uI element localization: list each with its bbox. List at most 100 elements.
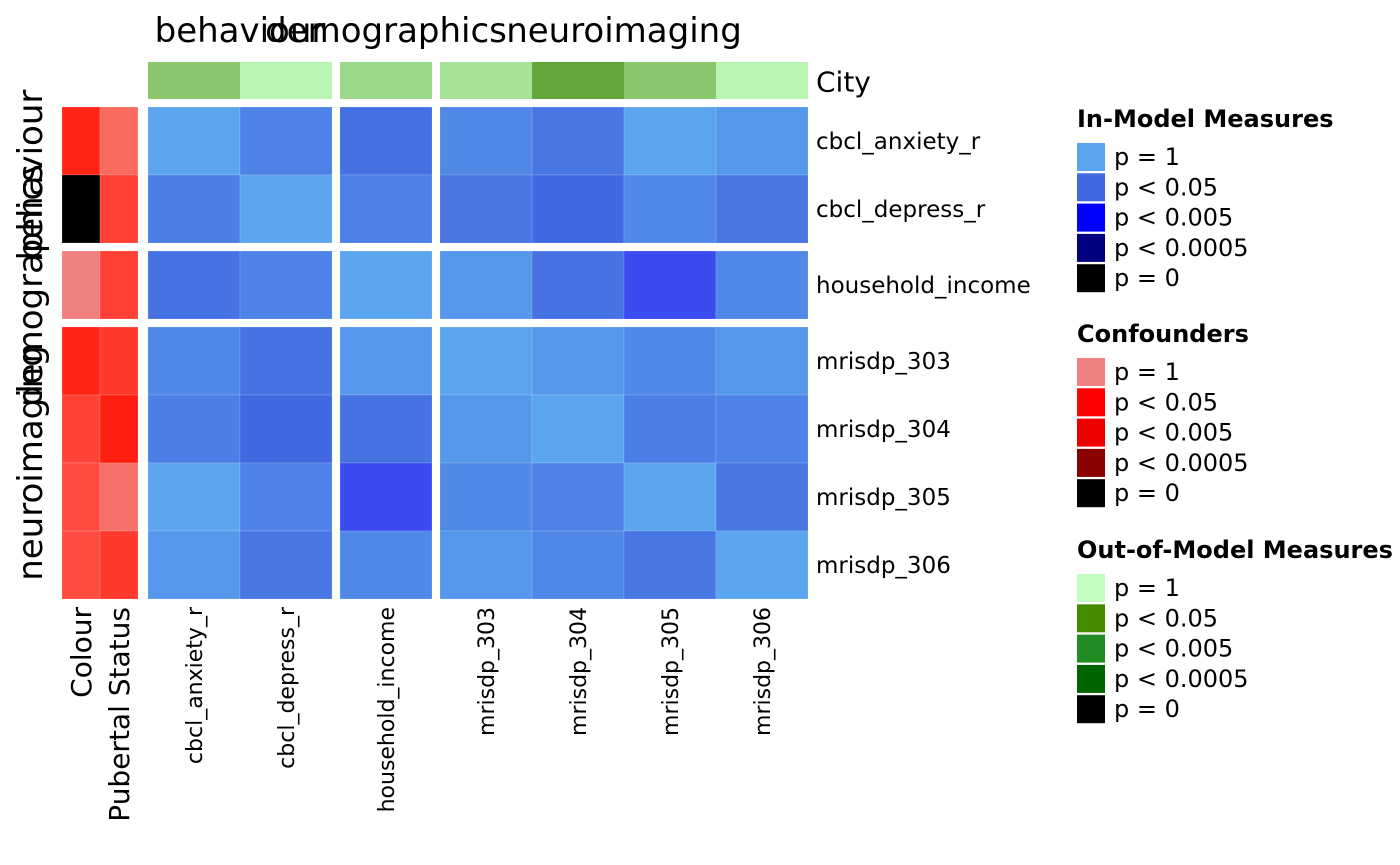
legend-swatch	[1077, 574, 1105, 602]
legend-item-label: p < 0.0005	[1114, 449, 1249, 477]
legend-item-label: p < 0.005	[1114, 635, 1233, 663]
heatmap-cell	[339, 326, 433, 396]
city-annotation-cell	[148, 62, 240, 99]
legend-swatch	[1077, 233, 1105, 262]
row-label: cbcl_depress_r	[816, 197, 986, 223]
legend-title: In-Model Measures	[1077, 105, 1334, 133]
row-annotation-cell	[99, 462, 139, 532]
legend-swatch	[1077, 173, 1105, 202]
heatmap-cell	[439, 106, 533, 176]
city-annotation-cell	[716, 62, 808, 99]
column-group-label: demographics	[265, 11, 507, 51]
heatmap-cell	[531, 106, 625, 176]
heatmap-cell	[339, 174, 433, 244]
heatmap-cell	[147, 326, 241, 396]
column-label: mrisdp_304	[567, 607, 592, 736]
heatmap-cell	[147, 462, 241, 532]
legend-item-label: p < 0.005	[1114, 204, 1233, 232]
heatmap-cell	[147, 250, 241, 320]
column-group-label: neuroimaging	[506, 11, 742, 51]
heatmap-cell	[439, 250, 533, 320]
annotation-name-label: Pubertal Status	[103, 607, 136, 822]
heatmap-cell	[239, 462, 333, 532]
heatmap-cell	[623, 250, 717, 320]
left-annotation	[61, 106, 139, 600]
legend-swatch	[1077, 418, 1105, 447]
heatmap-cell	[715, 250, 809, 320]
heatmap-cell	[147, 174, 241, 244]
column-label: household_income	[375, 607, 400, 812]
city-annotation-label: City	[816, 66, 871, 99]
heatmap-cell	[531, 326, 625, 396]
heatmap-cell	[147, 530, 241, 600]
row-group-label: demographics	[11, 164, 51, 406]
annotation-name-label: Colour	[65, 607, 98, 698]
heatmap-body	[147, 106, 809, 600]
heatmap-cell	[531, 530, 625, 600]
legend-swatch	[1077, 479, 1105, 508]
top-annotation	[148, 62, 808, 99]
heatmap-cell	[715, 174, 809, 244]
city-annotation-cell	[340, 62, 432, 99]
legend-item-label: p < 0.05	[1114, 604, 1218, 632]
legend-title: Out-of-Model Measures	[1077, 536, 1393, 564]
legend-swatch	[1077, 264, 1105, 293]
legend-item-label: p = 1	[1114, 358, 1180, 386]
heatmap-cell	[147, 394, 241, 464]
column-label: cbcl_anxiety_r	[183, 606, 208, 764]
heatmap-cell	[239, 174, 333, 244]
heatmap-cell	[623, 462, 717, 532]
heatmap-cell	[715, 106, 809, 176]
legend-item-label: p = 0	[1114, 479, 1180, 507]
heatmap-cell	[339, 106, 433, 176]
row-label: mrisdp_305	[816, 485, 951, 511]
row-annotation-cell	[61, 462, 101, 532]
heatmap-cell	[623, 326, 717, 396]
legend-swatch	[1077, 203, 1105, 232]
legend-swatch	[1077, 604, 1105, 633]
heatmap-cell	[339, 394, 433, 464]
heatmap-cell	[239, 394, 333, 464]
heatmap-cell	[339, 250, 433, 320]
heatmap-cell	[715, 326, 809, 396]
heatmap-cell	[531, 174, 625, 244]
heatmap-cell	[439, 462, 533, 532]
heatmap-cell	[339, 462, 433, 532]
city-annotation-cell	[624, 62, 716, 99]
legend-swatch	[1077, 448, 1105, 477]
legend-swatch	[1077, 634, 1105, 663]
heatmap-cell	[239, 530, 333, 600]
heatmap-cell	[715, 530, 809, 600]
heatmap-cell	[531, 462, 625, 532]
row-annotation-cell	[99, 174, 139, 244]
row-annotation-cell	[61, 394, 101, 464]
heatmap-cell	[623, 106, 717, 176]
city-annotation-cell	[532, 62, 624, 99]
row-label: mrisdp_306	[816, 553, 951, 579]
row-annotation-cell	[61, 530, 101, 600]
legend-swatch	[1077, 388, 1105, 417]
row-annotation-cell	[61, 326, 101, 396]
heatmap-cell	[623, 174, 717, 244]
row-labels: cbcl_anxiety_r cbcl_depress_r household_in…	[816, 66, 1031, 580]
heatmap-cell	[439, 326, 533, 396]
heatmap-cell	[147, 106, 241, 176]
legend-item-label: p = 0	[1114, 264, 1180, 292]
row-label: household_income	[816, 273, 1031, 299]
legend-swatch	[1077, 143, 1105, 171]
heatmap-cell	[239, 106, 333, 176]
legend-item-label: p < 0.005	[1114, 419, 1233, 447]
legend-item-label: p = 1	[1114, 574, 1180, 602]
row-group-label: behaviour	[11, 90, 51, 261]
heatmap-cell	[531, 394, 625, 464]
legend-swatch	[1077, 695, 1105, 724]
heatmap-cell	[239, 250, 333, 320]
legend-title: Confounders	[1077, 320, 1249, 348]
row-annotation-cell	[99, 326, 139, 396]
column-label: mrisdp_306	[751, 607, 776, 736]
heatmap-cell	[439, 394, 533, 464]
legend-item-label: p < 0.05	[1114, 173, 1218, 201]
